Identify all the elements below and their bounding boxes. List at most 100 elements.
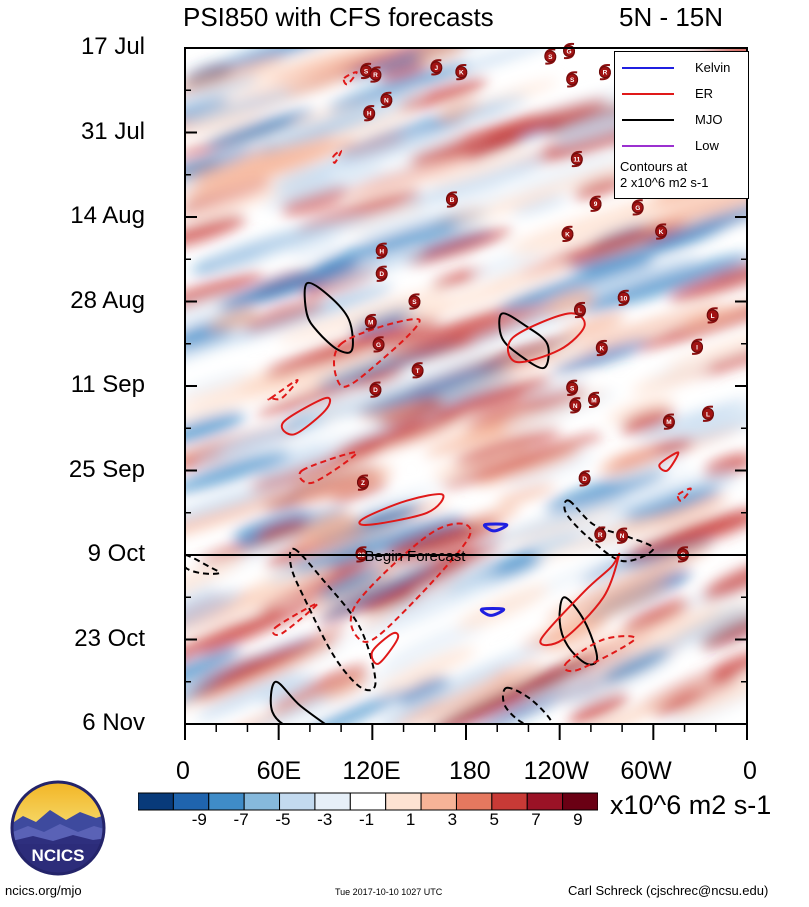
footer-timestamp: Tue 2017-10-10 1027 UTC [335,887,443,897]
storm-dot [691,340,704,353]
colorbar-label: 9 [573,810,583,829]
field-patch [496,483,556,505]
er-contour [358,493,445,526]
storm-label: B [450,197,455,204]
storm-label: 9 [594,201,598,208]
field-patch [399,677,451,706]
field-patch [258,674,316,705]
field-patch [322,350,493,407]
storm-marker: R [598,64,611,81]
storm-label: N [620,533,625,540]
field-patch [185,451,291,494]
colorbar-swatch [243,792,281,811]
storm-marker: M [588,391,601,409]
storm-marker: L [701,405,714,422]
storm-dot [375,244,388,257]
storm-marker: M [662,413,675,430]
field-patch [373,297,546,354]
storm-marker: H [375,242,388,259]
field-patch [386,305,555,362]
colorbar-label: -5 [275,810,291,829]
storm-dot [408,295,421,308]
field-patch [317,249,422,287]
colorbar-swatch [349,792,387,811]
storm-label: R [603,70,608,77]
kelvin-contour [479,607,506,617]
colorbar-swatch [562,792,598,811]
field-patch [185,98,230,127]
field-patch [185,56,286,102]
storm-label: T [416,368,420,375]
storm-label: 11 [573,157,580,164]
field-patch [434,377,553,419]
storm-label: G [635,205,640,212]
field-patch [457,584,550,630]
field-patch [435,671,499,702]
storm-label: H [367,111,372,118]
storm-marker: S [566,71,579,88]
field-patch [426,150,538,188]
footer-site[interactable]: ncics.org/mjo [5,883,82,898]
storm-label: G [567,49,572,56]
storm-label: L [711,313,715,320]
field-patch [185,75,259,110]
x-tick-label: 60W [620,757,672,785]
er-contour [563,635,636,673]
storm-dot [706,309,719,322]
storm-label: K [565,231,570,238]
field-patch [377,646,476,694]
storm-label: S [570,385,575,392]
field-patch [544,468,667,512]
field-patch [568,692,629,724]
x-tick-label: 120W [523,757,589,785]
field-patch [475,496,630,548]
legend-item: ER [620,84,745,102]
field-patch [467,506,520,527]
y-tick-label: 31 Jul [80,117,145,145]
field-patch [452,187,561,225]
field-patch [474,447,581,486]
storm-marker: D [375,265,388,282]
storm-label: M [368,320,373,327]
field-patch [379,397,445,426]
colorbar-label: 3 [447,810,458,829]
field-patch [645,201,747,247]
field-patch [285,67,356,95]
field-patch [430,267,489,289]
colorbar-swatch [279,792,316,811]
storm-marker: R [594,526,607,543]
y-tick-label: 25 Sep [68,455,145,483]
field-patch [262,167,385,208]
field-patch [393,660,543,724]
storm-dot [588,393,601,406]
x-tick-label: 0 [176,757,190,785]
field-patch [599,648,670,684]
field-patch [318,130,441,173]
storm-marker: I [691,338,704,355]
storm-dot [701,407,714,420]
field-patch [185,273,264,316]
storm-dot [411,364,424,377]
storm-marker: K [455,64,468,81]
storm-dot [455,66,468,79]
storm-label: H [379,248,384,255]
storm-label: G [376,342,381,349]
colorbar-swatch [420,792,457,811]
legend-label: ER [695,86,714,101]
field-patch [550,339,653,374]
field-patch [416,48,466,63]
field-patch [185,328,232,351]
field-patch [631,365,710,395]
logo-text: NCICS [32,846,85,865]
field-patch [606,396,675,423]
storm-dot [662,415,675,428]
storm-label: S [412,299,417,306]
storm-label: K [659,229,664,236]
mjo-contour [288,547,377,692]
forecast-label: Begin Forecast [365,548,467,565]
colorbar-swatch [314,792,351,811]
field-patch [205,48,353,75]
storm-marker: 11 [570,150,583,168]
field-patch [352,571,501,640]
field-patch [408,188,522,226]
